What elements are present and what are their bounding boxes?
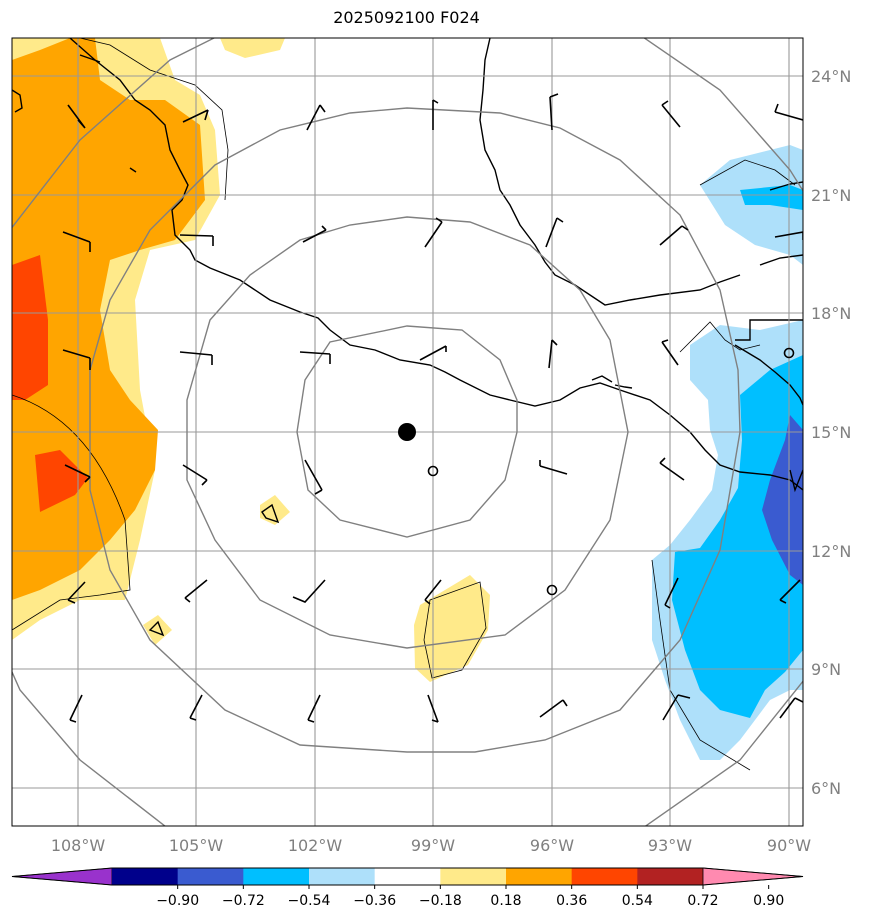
- wind-barb: [774, 103, 803, 121]
- calm-wind-markers: [427, 347, 795, 596]
- colorbar-label: −0.72: [222, 893, 265, 909]
- colorbar-label: −0.90: [156, 893, 199, 909]
- wind-barb: [64, 464, 91, 483]
- calm-wind-circle: [783, 347, 795, 359]
- positive-anomaly-field: [12, 38, 490, 682]
- wind-barb: [307, 694, 321, 723]
- wind-barb: [179, 351, 213, 365]
- colorbar-segment: [506, 868, 573, 885]
- wind-barb: [67, 104, 86, 129]
- range-ring-2: [186, 216, 629, 649]
- wind-barb: [62, 349, 91, 370]
- colorbar-extend-high: [702, 867, 804, 886]
- lat-label: 12°N: [811, 542, 851, 561]
- wind-barb: [545, 217, 564, 248]
- lon-label: 90°W: [767, 836, 811, 855]
- colorbar-segment: [243, 868, 310, 885]
- wind-barb: [661, 100, 681, 128]
- colorbar-segment: [112, 868, 179, 885]
- range-ring-4: [12, 38, 803, 826]
- colorbar-label: −0.54: [288, 893, 331, 909]
- storm-center-dot: [398, 423, 416, 441]
- graticule: [12, 38, 803, 826]
- wind-barb: [661, 339, 679, 366]
- lon-label: 108°W: [51, 836, 106, 855]
- wind-barb: [302, 225, 327, 243]
- wind-barb: [549, 93, 559, 131]
- calm-wind-circle: [546, 584, 558, 596]
- wind-barb: [427, 694, 439, 723]
- colorbar-label: 0.72: [687, 893, 718, 909]
- latitude-axis: 24°N 21°N 18°N 15°N 12°N 9°N 6°N: [811, 67, 851, 798]
- wind-barb: [292, 579, 326, 603]
- colorbar-segment: [374, 868, 441, 885]
- longitude-axis: 108°W 105°W 102°W 99°W 96°W 93°W 90°W: [51, 836, 811, 855]
- lat-label: 21°N: [811, 186, 851, 205]
- lat-label: 9°N: [811, 660, 841, 679]
- lat-label: 6°N: [811, 779, 841, 798]
- colorbar-segment: [440, 868, 507, 885]
- wind-barb: [299, 351, 331, 364]
- colorbar-segment: [637, 868, 704, 885]
- lon-label: 99°W: [411, 836, 455, 855]
- lon-label: 102°W: [288, 836, 343, 855]
- lon-label: 96°W: [530, 836, 574, 855]
- map-area: [12, 38, 803, 826]
- wind-barb: [67, 581, 86, 604]
- wind-barb: [779, 579, 801, 604]
- wind-barb: [184, 579, 208, 603]
- wind-barb: [662, 694, 691, 721]
- wind-barb: [419, 345, 447, 361]
- wind-barb: [539, 460, 568, 475]
- wind-barb: [779, 697, 803, 719]
- lat-label: 24°N: [811, 67, 851, 86]
- wind-barb: [432, 99, 439, 130]
- wind-barb: [304, 459, 323, 495]
- wind-barb: [659, 457, 685, 481]
- colorbar-label: −0.18: [419, 893, 462, 909]
- wind-barb: [69, 694, 83, 723]
- lat-label: 18°N: [811, 304, 851, 323]
- colorbar-extend-low: [11, 867, 113, 886]
- wind-barb: [774, 231, 803, 240]
- wind-barb: [659, 225, 689, 246]
- wind-barb: [182, 464, 208, 486]
- wind-barb: [539, 699, 568, 718]
- wind-barb: [548, 339, 558, 369]
- lon-label: 105°W: [169, 836, 224, 855]
- calm-wind-circle: [427, 465, 439, 477]
- range-rings: [12, 38, 803, 826]
- colorbar-outline: [11, 867, 804, 886]
- wind-barbs: [62, 93, 803, 723]
- lon-label: 93°W: [648, 836, 692, 855]
- range-ring-3: [89, 107, 741, 753]
- negative-anomaly-field: [652, 145, 803, 760]
- colorbar-label: 0.18: [490, 893, 521, 909]
- lat-label: 15°N: [811, 423, 851, 442]
- wind-barb: [664, 577, 679, 609]
- colorbar-label: 0.90: [753, 893, 784, 909]
- range-ring-1: [296, 325, 518, 538]
- map-title: 2025092100 F024: [333, 8, 480, 27]
- wind-barb: [306, 104, 326, 131]
- wind-barb: [424, 217, 443, 248]
- wind-barb: [182, 109, 209, 123]
- wind-barb: [424, 579, 442, 605]
- colorbar-segment: [309, 868, 376, 885]
- colorbar: −0.90 −0.72 −0.54 −0.36 −0.18 0.18 0.36 0.54 0.7…: [11, 867, 804, 909]
- colorbar-label: −0.36: [353, 893, 396, 909]
- wind-barb: [62, 231, 91, 252]
- colorbar-segment: [177, 868, 244, 885]
- wind-barb: [189, 694, 203, 721]
- colorbar-label: 0.36: [556, 893, 587, 909]
- wind-barb: [179, 234, 214, 246]
- colorbar-label: 0.54: [622, 893, 653, 909]
- map-frame: [11, 37, 804, 827]
- colorbar-segment: [571, 868, 638, 885]
